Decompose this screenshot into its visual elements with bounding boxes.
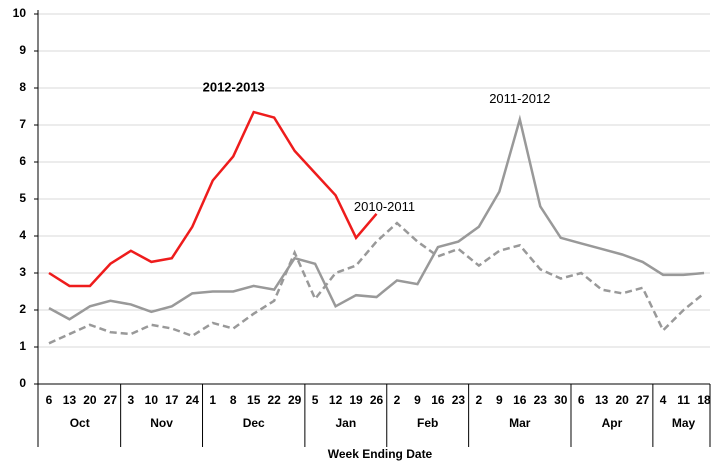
series-label: 2010-2011	[354, 199, 415, 214]
y-tick-label: 9	[19, 43, 26, 57]
series-label: 2011-2012	[489, 91, 550, 106]
x-tick-label: 15	[247, 393, 261, 407]
x-tick-label: 11	[677, 393, 690, 407]
x-tick-label: 23	[452, 393, 466, 407]
series-line	[48, 110, 378, 288]
x-tick-label: 1	[209, 393, 216, 407]
y-tick-label: 7	[19, 117, 26, 131]
month-label: Dec	[243, 416, 265, 430]
x-tick-label: 17	[165, 393, 179, 407]
x-tick-label: 27	[636, 393, 650, 407]
x-axis-title: Week Ending Date	[328, 447, 433, 461]
month-label: Oct	[70, 416, 90, 430]
x-tick-label: 26	[370, 393, 384, 407]
x-tick-label: 23	[534, 393, 548, 407]
series-line	[48, 114, 705, 321]
y-tick-label: 2	[19, 302, 26, 316]
month-label: Mar	[509, 416, 531, 430]
x-tick-label: 12	[329, 393, 343, 407]
x-tick-label: 8	[230, 393, 237, 407]
x-tick-label: 19	[349, 393, 363, 407]
x-tick-label: 10	[145, 393, 159, 407]
x-tick-label: 2	[394, 393, 401, 407]
x-tick-label: 9	[414, 393, 421, 407]
x-tick-label: 24	[186, 393, 200, 407]
x-tick-label: 27	[104, 393, 118, 407]
month-label: Jan	[335, 416, 356, 430]
x-tick-label: 6	[46, 393, 53, 407]
x-tick-label: 4	[660, 393, 667, 407]
series-label: 2012-2013	[203, 79, 265, 94]
x-tick-label: 5	[312, 393, 319, 407]
x-tick-label: 6	[578, 393, 585, 407]
y-tick-label: 10	[13, 6, 27, 20]
x-tick-label: 2	[476, 393, 483, 407]
x-tick-label: 16	[431, 393, 445, 407]
x-tick-label: 16	[513, 393, 527, 407]
x-tick-label: 20	[83, 393, 97, 407]
x-tick-label: 22	[267, 393, 281, 407]
x-tick-label: 20	[615, 393, 629, 407]
y-tick-label: 1	[19, 339, 26, 353]
month-label: May	[672, 416, 696, 430]
month-label: Feb	[417, 416, 438, 430]
x-tick-label: 13	[595, 393, 609, 407]
y-tick-label: 3	[19, 265, 26, 279]
y-tick-label: 0	[19, 376, 26, 390]
x-tick-label: 3	[128, 393, 135, 407]
month-label: Apr	[602, 416, 623, 430]
x-tick-label: 29	[288, 393, 302, 407]
series-line	[48, 221, 705, 345]
y-tick-label: 5	[19, 191, 26, 205]
y-tick-label: 8	[19, 80, 26, 94]
y-tick-label: 4	[19, 228, 26, 242]
month-label: Nov	[150, 416, 173, 430]
x-tick-label: 30	[554, 393, 568, 407]
y-tick-label: 6	[19, 154, 26, 168]
x-tick-label: 13	[63, 393, 77, 407]
x-tick-label: 18	[697, 393, 711, 407]
x-tick-label: 9	[496, 393, 503, 407]
